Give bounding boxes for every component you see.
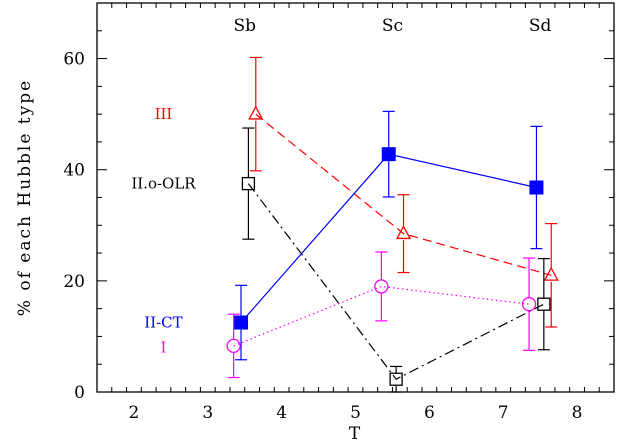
y-tick-label: 0 (74, 383, 85, 403)
annotation-sd: Sd (529, 16, 552, 36)
series-line (255, 113, 552, 276)
data-point (529, 180, 544, 195)
x-tick-label: 8 (572, 403, 583, 423)
series-layer (226, 56, 559, 393)
series-label: I (161, 339, 167, 357)
x-tick-label: 2 (129, 403, 140, 423)
series-0 (248, 56, 559, 328)
axis-ticks (96, 2, 615, 393)
data-point (226, 338, 241, 354)
x-tick-label: 5 (350, 403, 361, 423)
series-2 (234, 110, 544, 361)
series-1 (241, 127, 551, 393)
hubble-type-annotations: Sb Sc Sd (233, 16, 551, 36)
y-tick-label: 20 (63, 272, 85, 292)
x-tick-label: 4 (276, 403, 287, 423)
y-tick-label: 60 (63, 50, 85, 70)
series-line (247, 183, 545, 380)
plot-frame (96, 2, 615, 393)
x-axis-label: T (349, 424, 362, 444)
series-label: II.o-OLR (131, 175, 196, 193)
data-point (537, 297, 551, 311)
annotation-sb: Sb (233, 16, 256, 36)
y-axis-label: % of each Hubble type (15, 79, 35, 316)
series-label: II-CT (144, 314, 182, 332)
data-point (374, 279, 389, 294)
y-tick-label: 40 (63, 161, 85, 181)
data-point (389, 372, 403, 386)
data-point (248, 105, 264, 120)
annotation-sc: Sc (382, 16, 403, 36)
data-point (381, 147, 396, 162)
data-point (521, 297, 537, 312)
data-point (543, 266, 559, 281)
x-tick-label: 7 (498, 403, 509, 423)
x-tick-label: 3 (202, 403, 213, 423)
series-labels: III II.o-OLR II-CT I (131, 105, 196, 356)
data-point (241, 176, 256, 191)
series-label: III (155, 105, 173, 123)
x-tick-label: 6 (424, 403, 435, 423)
data-point (234, 315, 249, 330)
data-point (395, 225, 412, 240)
series-3 (226, 251, 537, 379)
axis-tick-labels: 2 3 4 5 6 7 8 0 20 40 60 (63, 50, 582, 423)
